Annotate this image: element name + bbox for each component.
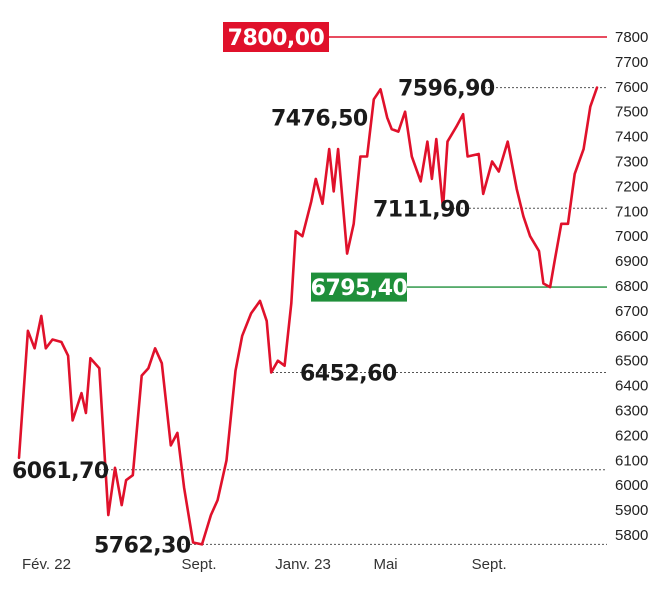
- annotation-5762-30: 5762,30: [94, 533, 191, 558]
- y-tick-label: 7700: [615, 54, 648, 71]
- series-line: [17, 86, 599, 546]
- y-tick-label: 5900: [615, 502, 648, 519]
- y-tick-label: 6300: [615, 403, 648, 420]
- value-label: 7476,50: [271, 107, 368, 132]
- value-label: 6061,70: [12, 459, 109, 484]
- value-badge: [311, 272, 407, 302]
- value-label: 7111,90: [373, 197, 470, 222]
- y-tick-label: 6200: [615, 427, 648, 444]
- annotation-7800-00: 7800,00: [223, 22, 329, 52]
- value-badge-label: 7800,00: [228, 26, 325, 51]
- y-tick-label: 7800: [615, 29, 648, 46]
- y-tick-label: 7000: [615, 228, 648, 245]
- annotation-7596-90: 7596,90: [398, 77, 495, 102]
- x-tick-label: Janv. 23: [275, 556, 331, 573]
- y-tick-label: 7400: [615, 129, 648, 146]
- y-tick-label: 6400: [615, 378, 648, 395]
- y-tick-label: 6600: [615, 328, 648, 345]
- y-tick-label: 6500: [615, 353, 648, 370]
- x-tick-label: Mai: [373, 556, 397, 573]
- y-tick-label: 5800: [615, 527, 648, 544]
- y-tick-label: 7600: [615, 79, 648, 96]
- annotation-6452-60: 6452,60: [300, 362, 397, 387]
- x-tick-label: Sept.: [182, 556, 217, 573]
- y-tick-label: 6100: [615, 452, 648, 469]
- annotation-7476-50: 7476,50: [271, 107, 368, 132]
- x-tick-label: Sept.: [472, 556, 507, 573]
- annotation-6061-70: 6061,70: [12, 459, 109, 484]
- y-tick-label: 6700: [615, 303, 648, 320]
- y-tick-label: 6000: [615, 477, 648, 494]
- value-label: 7596,90: [398, 77, 495, 102]
- x-axis: Fév. 22 Sept. Janv. 23 Mai Sept.: [22, 556, 507, 573]
- y-tick-label: 7500: [615, 104, 648, 121]
- annotation-7111-90: 7111,90: [373, 197, 470, 222]
- reference-lines: [95, 36, 607, 545]
- value-label: 5762,30: [94, 533, 191, 558]
- annotation-6795-40: 6795,40: [311, 272, 408, 302]
- value-badge-label: 6795,40: [311, 276, 408, 301]
- y-axis: 5800 5900 6000 6100 6200 6300 6400 6500 6600 6700…: [615, 29, 648, 544]
- y-tick-label: 7100: [615, 203, 648, 220]
- y-tick-label: 7300: [615, 154, 648, 171]
- y-tick-label: 6900: [615, 253, 648, 270]
- value-label: 6452,60: [300, 362, 397, 387]
- y-tick-label: 6800: [615, 278, 648, 295]
- x-tick-label: Fév. 22: [22, 556, 71, 573]
- y-tick-label: 7200: [615, 178, 648, 195]
- value-annotations: 7800,00 7596,90 7476,50 7111,90 6795,40 6452,…: [12, 22, 495, 558]
- value-badge: [223, 22, 329, 52]
